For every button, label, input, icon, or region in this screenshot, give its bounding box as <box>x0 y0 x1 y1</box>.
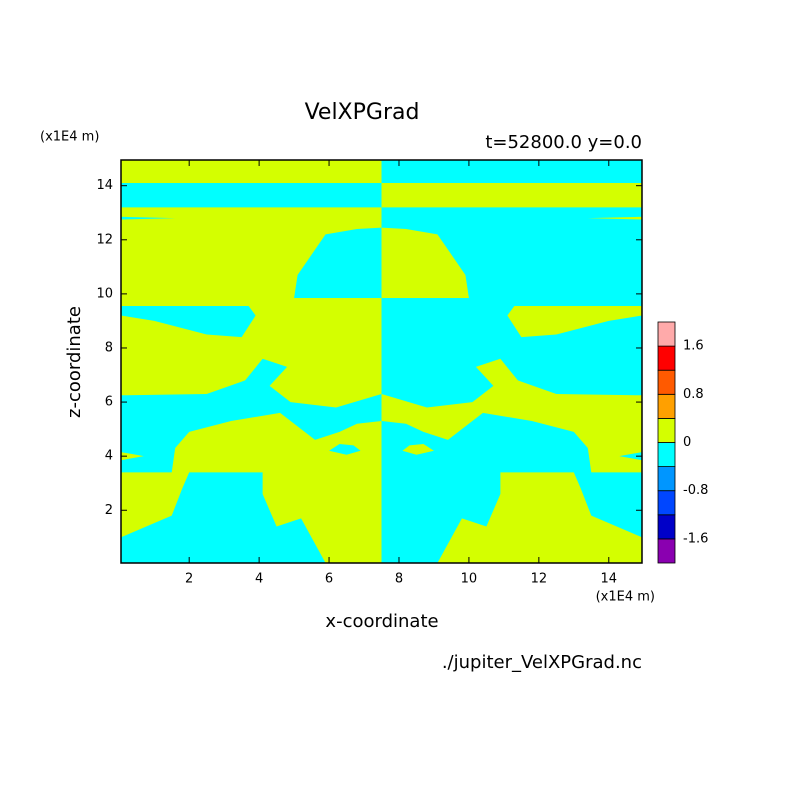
plot-frame <box>120 159 643 564</box>
contour-field <box>121 160 642 563</box>
contour-region <box>121 472 326 563</box>
x-tick-label: 2 <box>185 572 193 587</box>
chart-title: VelXPGrad <box>305 100 420 125</box>
colorbar-box <box>657 369 676 395</box>
x-tick-label: 6 <box>325 572 333 587</box>
contour-region <box>121 216 176 220</box>
contour-region <box>121 182 382 208</box>
y-tick-label: 2 <box>105 503 113 518</box>
y-unit: (x1E4 m) <box>40 130 99 145</box>
y-axis-label: z-coordinate <box>64 306 85 418</box>
contour-region <box>402 443 434 455</box>
y-tick-label: 10 <box>96 286 113 301</box>
y-tick-label: 8 <box>105 340 113 355</box>
colorbar-box <box>657 321 676 347</box>
colorbar-box <box>657 538 676 564</box>
contour-region <box>507 306 642 338</box>
colorbar-box <box>657 514 676 540</box>
contour-region <box>294 227 382 298</box>
contour-region <box>437 472 642 563</box>
colorbar-label: 1.6 <box>683 339 704 354</box>
subtitle: t=52800.0 y=0.0 <box>485 132 642 153</box>
contour-region <box>121 358 382 473</box>
contour-region <box>619 452 642 461</box>
x-tick-label: 12 <box>531 572 548 587</box>
contour-region <box>121 452 144 461</box>
contour-region <box>381 182 642 208</box>
contour-region <box>381 358 642 473</box>
y-tick-label: 4 <box>105 449 113 464</box>
x-tick-label: 4 <box>255 572 263 587</box>
colorbar-label: -1.6 <box>683 531 708 546</box>
contour-region <box>329 443 361 455</box>
colorbar-box <box>657 442 676 468</box>
x-tick-label: 10 <box>461 572 478 587</box>
colorbar-label: -0.8 <box>683 483 708 498</box>
colorbar-box <box>657 345 676 371</box>
x-tick-label: 8 <box>395 572 403 587</box>
x-unit: (x1E4 m) <box>596 590 655 605</box>
x-tick-label: 14 <box>601 572 618 587</box>
y-tick-label: 12 <box>96 232 113 247</box>
y-tick-label: 6 <box>105 395 113 410</box>
x-axis-label: x-coordinate <box>325 611 438 632</box>
colorbar-label: 0.8 <box>683 387 704 402</box>
colorbar-box <box>657 417 676 443</box>
colorbar-box <box>657 393 676 419</box>
colorbar-box <box>657 490 676 516</box>
contour-region <box>587 216 642 220</box>
source-file: ./jupiter_VelXPGrad.nc <box>442 652 642 673</box>
colorbar-label: 0 <box>683 435 691 450</box>
y-tick-label: 14 <box>96 178 113 193</box>
contour-region <box>121 306 256 338</box>
colorbar-box <box>657 466 676 492</box>
contour-region <box>381 227 469 298</box>
